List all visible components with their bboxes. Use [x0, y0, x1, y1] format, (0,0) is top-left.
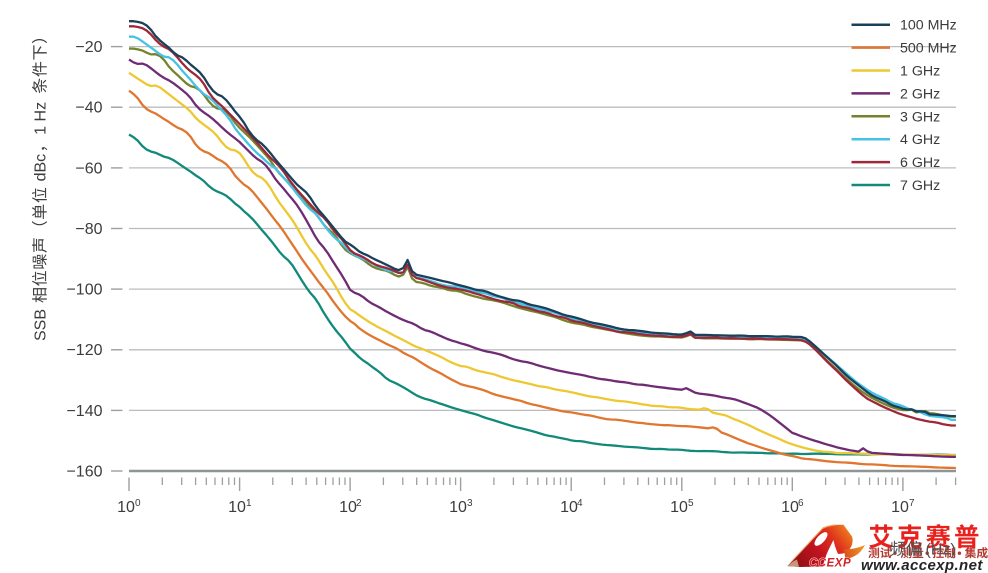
svg-text:−80: −80	[75, 221, 102, 238]
svg-text:3: 3	[467, 498, 473, 509]
svg-text:−60: −60	[75, 160, 102, 177]
svg-text:www.accexp.net: www.accexp.net	[861, 557, 983, 573]
svg-text:10: 10	[117, 499, 135, 516]
svg-text:2: 2	[356, 498, 362, 509]
svg-text:7 GHz: 7 GHz	[900, 178, 940, 194]
svg-text:−20: −20	[75, 39, 102, 56]
svg-text:−120: −120	[66, 342, 102, 359]
svg-text:3 GHz: 3 GHz	[900, 109, 940, 125]
svg-text:10: 10	[228, 499, 246, 516]
svg-text:(Hz): (Hz)	[926, 542, 956, 559]
svg-text:10: 10	[891, 499, 909, 516]
svg-text:1 GHz: 1 GHz	[900, 64, 940, 80]
svg-text:SSB: SSB	[33, 309, 50, 341]
svg-text:−160: −160	[66, 463, 102, 480]
svg-text:4 GHz: 4 GHz	[900, 132, 940, 148]
svg-text:10: 10	[339, 499, 357, 516]
svg-text:7: 7	[909, 498, 915, 509]
svg-text:4: 4	[577, 498, 583, 509]
svg-text:−40: −40	[75, 100, 102, 117]
svg-text:1 Hz: 1 Hz	[33, 102, 50, 135]
svg-text:CCEXP: CCEXP	[809, 557, 851, 569]
svg-text:10: 10	[449, 499, 467, 516]
svg-text:1: 1	[246, 498, 252, 509]
svg-text:−140: −140	[66, 403, 102, 420]
svg-text:6: 6	[798, 498, 804, 509]
svg-text:5: 5	[688, 498, 694, 509]
svg-text:0: 0	[135, 498, 141, 509]
svg-text:6 GHz: 6 GHz	[900, 155, 940, 171]
svg-text:dBc: dBc	[33, 154, 50, 182]
svg-text:500 MHz: 500 MHz	[900, 41, 957, 57]
svg-text:2 GHz: 2 GHz	[900, 86, 940, 102]
svg-text:10: 10	[560, 499, 578, 516]
svg-text:−100: −100	[66, 282, 102, 299]
svg-text:10: 10	[781, 499, 799, 516]
svg-text:10: 10	[670, 499, 688, 516]
svg-text:100 MHz: 100 MHz	[900, 18, 957, 34]
